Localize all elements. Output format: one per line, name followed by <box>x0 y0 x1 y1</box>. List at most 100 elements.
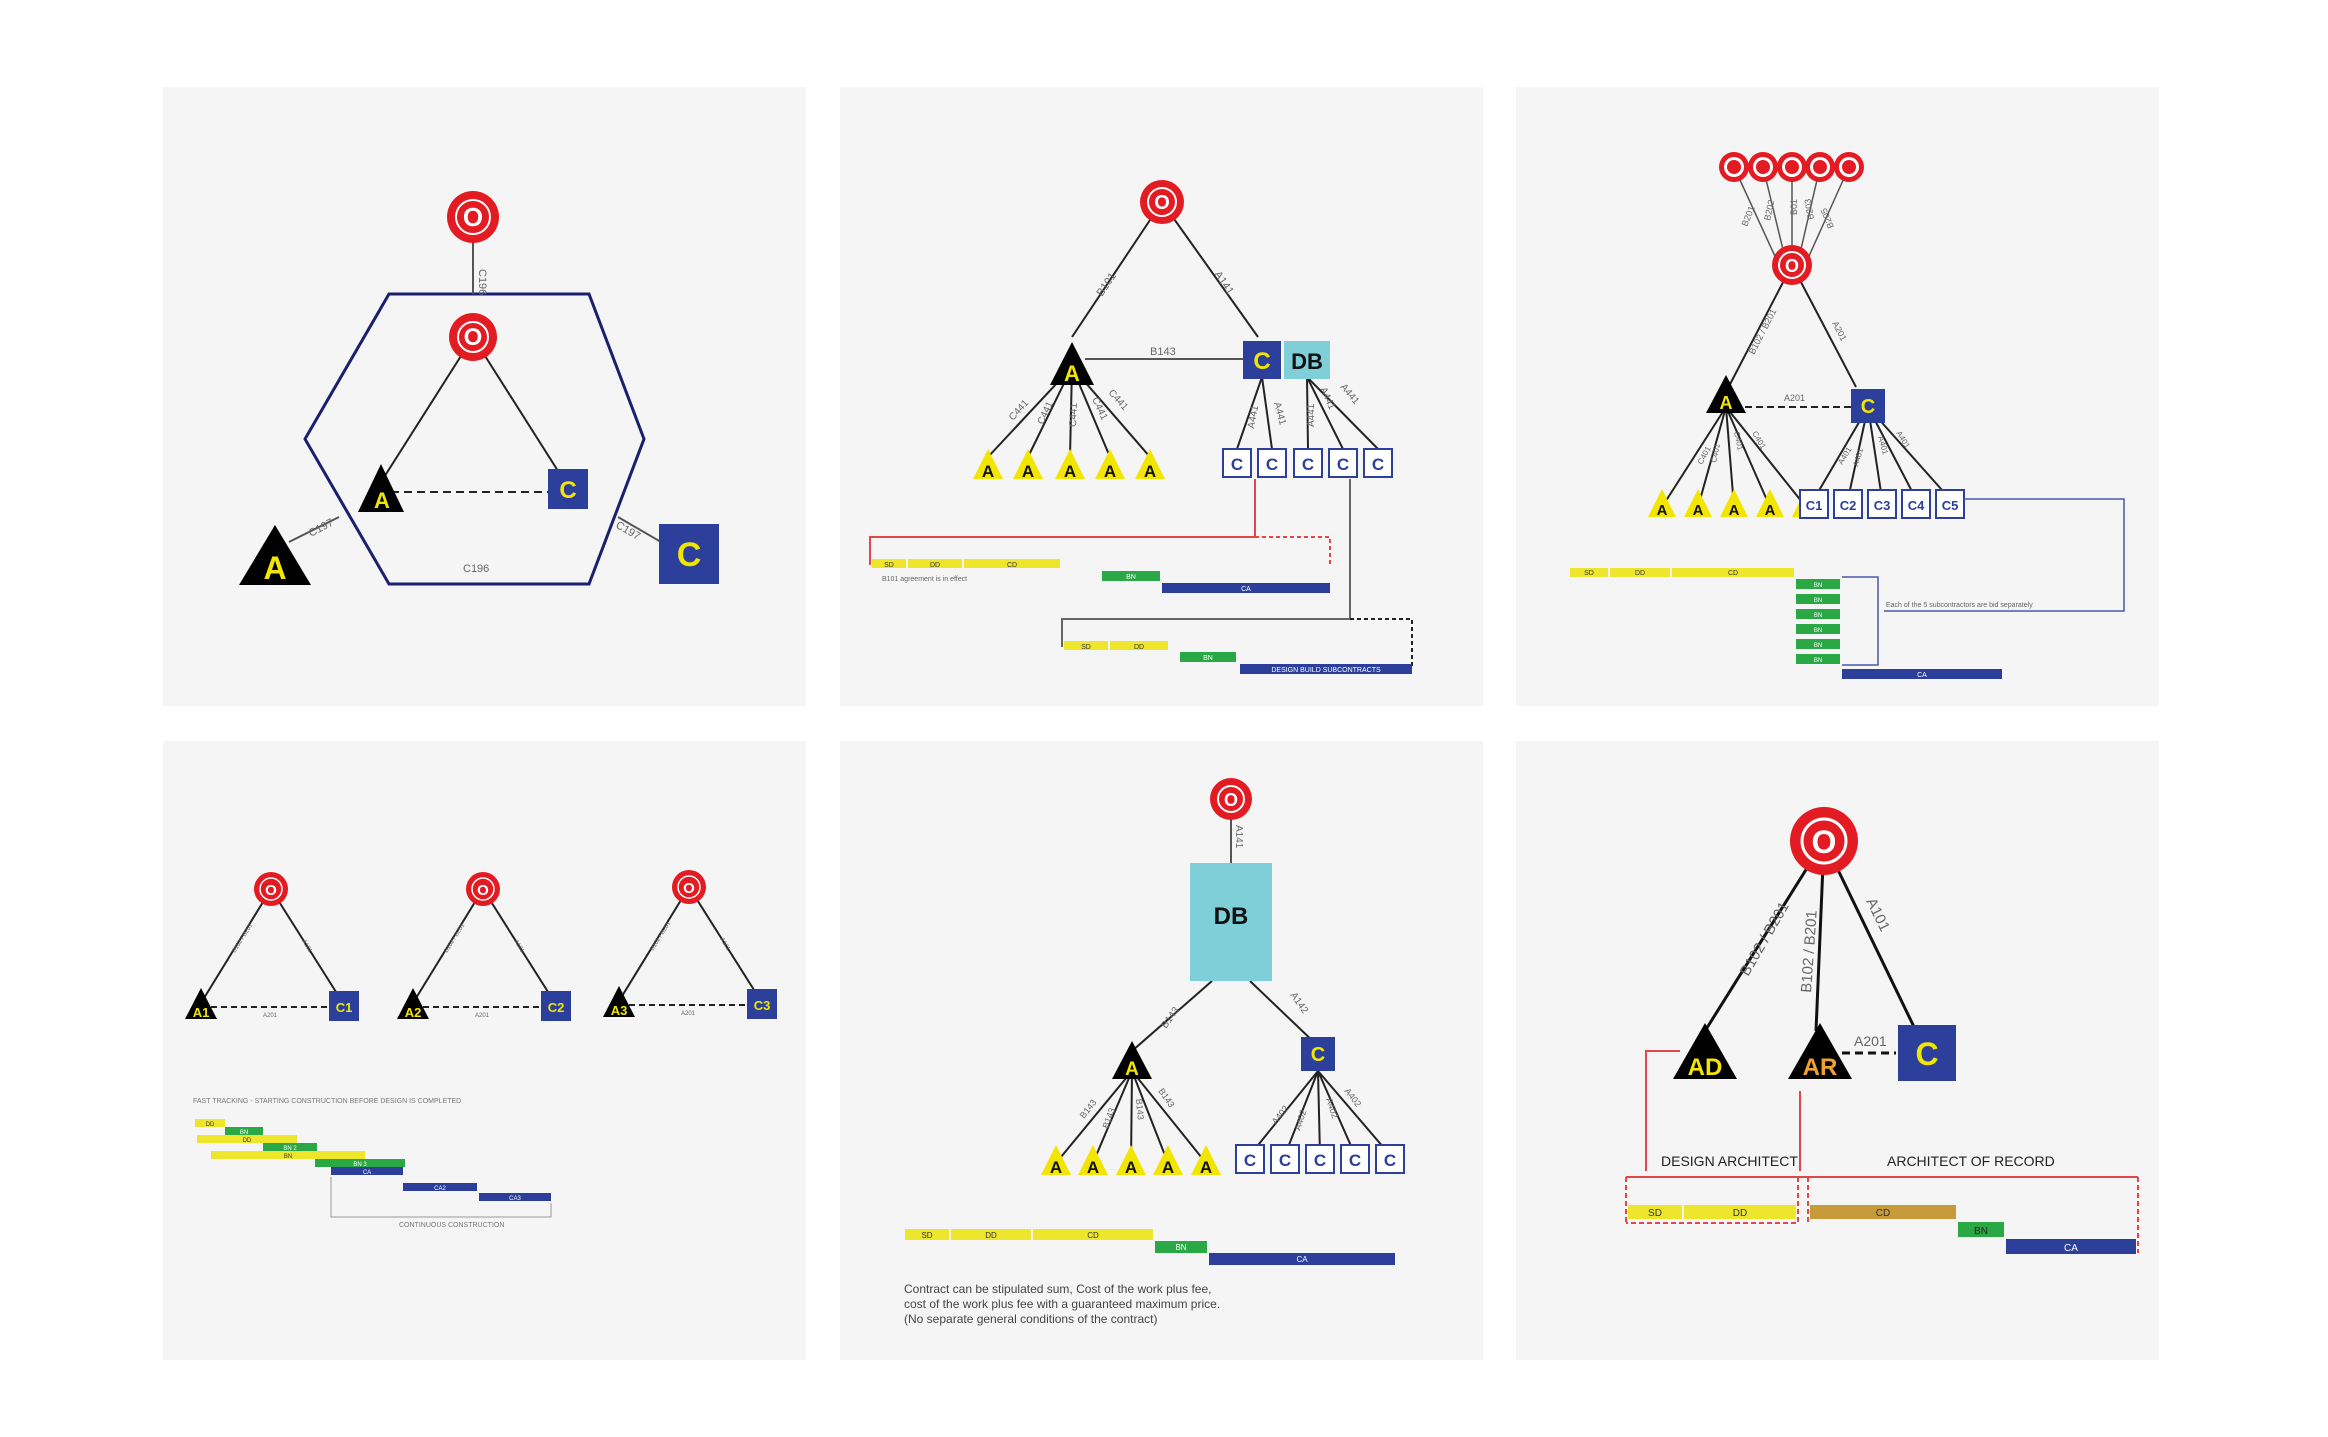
design-build-box <box>1190 863 1272 981</box>
contractor-letter: C <box>1861 396 1875 418</box>
bar-bn-5: BN <box>1814 643 1822 649</box>
architect-letter: A <box>374 488 390 513</box>
label-top-2: B202 <box>1762 199 1776 222</box>
label-db-sub-2: A441 <box>1317 386 1337 412</box>
sub-contractor-c3: C3 <box>1874 498 1891 513</box>
label-arch-sub-2: B143 <box>1100 1107 1117 1130</box>
panel-design-build: B101 A141 B143 C441 C441 C441 C441 C441 … <box>840 87 1483 706</box>
panel-multi-prime: B201 B202 B01 B203 B205 B102 / B201 A201… <box>1516 87 2159 706</box>
sub-architect-letter: A <box>1125 1158 1137 1177</box>
label-arch-sub-3: B143 <box>1134 1098 1146 1120</box>
bar-bn-6: BN <box>1814 658 1822 664</box>
sub-contractor-letter: C <box>1349 1151 1361 1170</box>
label-c196-bottom: C196 <box>463 563 489 575</box>
bar-dd: DD <box>985 1231 997 1240</box>
label-b143: B143 <box>1159 1005 1182 1031</box>
architect-letter: A <box>1125 1059 1139 1080</box>
sub-contractor-letter: C <box>1244 1151 1256 1170</box>
bar-sd: SD <box>1648 1208 1662 1219</box>
design-architect-label: DESIGN ARCHITECT <box>1661 1153 1798 1169</box>
sub-architect-letter: A <box>1064 462 1076 481</box>
architect-of-record-letter: AR <box>1803 1054 1838 1081</box>
sub-contractor-c5: C5 <box>1942 498 1959 513</box>
label-g2-ac: A201 <box>475 1013 490 1019</box>
sub-architect-letter: A <box>1022 462 1034 481</box>
architect-subs <box>973 449 1165 479</box>
bar-dd-2: DD <box>1134 644 1144 651</box>
sub-architect-letter: A <box>1144 462 1156 481</box>
owner-letter: O <box>1224 790 1238 810</box>
sub-architect-letter: A <box>1087 1158 1099 1177</box>
label-c-sub-2: A441 <box>1271 401 1288 427</box>
architect-letter: A <box>1720 393 1733 413</box>
owner-letter: O <box>265 882 277 899</box>
contractor-letter: C <box>559 477 576 504</box>
bar-sd-2: SD <box>1081 644 1091 651</box>
label-g3-oa: B102 / B201 <box>650 920 673 952</box>
contractor-square <box>548 469 588 509</box>
sub-architect-letter: A <box>1050 1158 1062 1177</box>
label-c-sub-3: A401 <box>1876 435 1890 456</box>
panel-integrated-delivery: C196 C197 C197 C196 O O A C A C <box>163 87 806 706</box>
label-a141: A141 <box>1212 269 1236 297</box>
contractor-letter: C <box>1915 1036 1938 1072</box>
bar-sd: SD <box>921 1231 932 1240</box>
ft-bar-9: CA3 <box>509 1196 521 1202</box>
owner-letter-inner: O <box>464 324 483 351</box>
architect-a1: A1 <box>193 1005 210 1020</box>
contractor-letter-large: C <box>677 536 702 574</box>
sub-architect-letter: A <box>1729 502 1740 519</box>
ft-bar-7: CA <box>363 1170 371 1176</box>
note-line-2: cost of the work plus fee with a guarant… <box>904 1297 1220 1311</box>
sub-contractor-letter: C <box>1372 455 1384 474</box>
owner-letter: O <box>683 880 695 897</box>
sub-contractor-letter: C <box>1266 455 1278 474</box>
contractor-square <box>1301 1037 1335 1071</box>
architect-letter: A <box>1064 361 1080 386</box>
note-b101: B101 agreement is in effect <box>882 576 967 583</box>
panel-fast-tracking: O A1 C1 B102 / B201 A101 A201 O A2 C2 B1… <box>163 741 806 1360</box>
hexagon-boundary <box>303 292 646 586</box>
label-architect-contractor: A201 <box>1784 393 1805 403</box>
label-c441-1: C441 <box>1007 398 1031 423</box>
sub-contractor-letter: C <box>1302 455 1314 474</box>
architect-a3: A3 <box>611 1003 628 1018</box>
contractor-subs <box>1222 448 1393 478</box>
label-owner-architect: B102 / B201 <box>1747 307 1778 356</box>
owner-letter: O <box>1812 824 1837 860</box>
label-top-3: B01 <box>1789 199 1799 215</box>
bar-ca: CA <box>1917 672 1927 679</box>
label-db-sub-1: A441 <box>1306 403 1317 427</box>
sub-contractor-letter: C <box>1337 455 1349 474</box>
architect-triangle-large <box>239 525 311 585</box>
design-build-label: DB <box>1214 903 1249 930</box>
ft-bar-3: DD <box>243 1138 252 1144</box>
label-c196-top: C196 <box>476 269 488 295</box>
owner-circle <box>1790 807 1858 875</box>
bar-cd: CD <box>1007 562 1017 569</box>
contractor-square <box>1243 341 1281 379</box>
label-db-sub-3: A441 <box>1338 382 1362 407</box>
bar-sd: SD <box>1584 570 1594 577</box>
design-architect-triangle <box>1673 1023 1737 1079</box>
owner-circle <box>1772 245 1812 285</box>
label-c197-left: C197 <box>307 517 336 540</box>
bar-ca: CA <box>2064 1243 2078 1254</box>
fast-tracking-title: FAST TRACKING - STARTING CONSTRUCTION BE… <box>193 1098 461 1105</box>
owner-letter: O <box>1154 192 1170 214</box>
owner-circle <box>1210 778 1252 820</box>
contractor-letter: C <box>1311 1044 1325 1066</box>
architect-letter-large: A <box>263 550 286 586</box>
bar-ca: CA <box>1241 586 1251 593</box>
contractor-c3: C3 <box>754 998 771 1013</box>
label-top-5: B205 <box>1819 207 1836 230</box>
sub-architect-letter: A <box>1657 502 1668 519</box>
bar-ca-2: DESIGN BUILD SUBCONTRACTS <box>1271 667 1381 674</box>
bar-bn: BN <box>1175 1243 1186 1252</box>
owner-circle <box>1140 180 1184 224</box>
label-c-sub-1: A402 <box>1270 1104 1291 1127</box>
sub-contractor-c1: C1 <box>1806 498 1823 513</box>
owner-circle <box>447 191 499 243</box>
label-middle: B102 / B201 <box>1798 910 1821 994</box>
label-arch-sub-2: C401 <box>1709 442 1722 463</box>
